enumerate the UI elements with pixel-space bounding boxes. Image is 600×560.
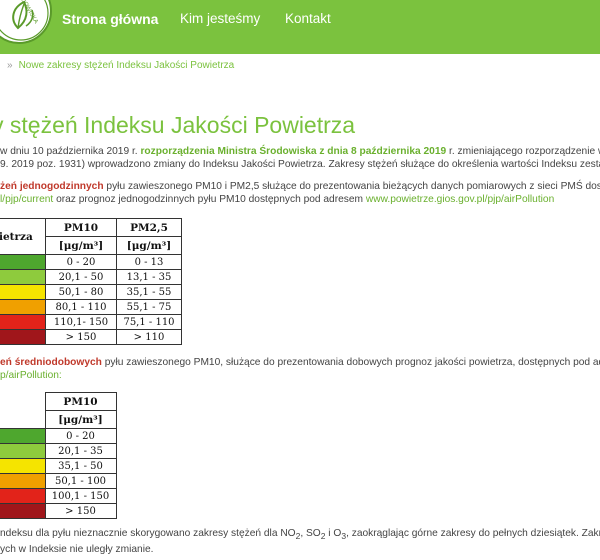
intro-text-rest: r. zmieniającego rozporządzenie w (449, 146, 600, 157)
hourly-text: pyłu zawieszonego PM10 i PM2,5 służące d… (106, 181, 600, 192)
table-row: 110,1- 150 75,1 - 110 (0, 314, 182, 330)
nav-about[interactable]: Kim jesteśmy (180, 11, 261, 26)
pm10-range-cell: 80,1 - 110 (45, 299, 117, 315)
table2-unit-row: [μg/m³] (0, 410, 117, 429)
pm10-range-cell: 20,1 - 35 (44, 443, 117, 459)
intro-text: w dniu 10 października 2019 r. (0, 146, 138, 157)
index-color-swatch (0, 329, 46, 345)
index-color-swatch (0, 254, 46, 270)
nav-home[interactable]: Strona główna (62, 11, 159, 27)
pm10-range-cell: 0 - 20 (44, 428, 117, 444)
index-color-swatch (0, 503, 46, 519)
table-row: 20,1 - 50 13,1 - 35 (0, 269, 182, 285)
index-color-swatch (0, 473, 46, 489)
pm25-header: PM2,5 (116, 218, 182, 237)
pm10-range-cell: 50,1 - 100 (44, 473, 117, 489)
pm10-range-cell: 35,1 - 50 (44, 458, 117, 474)
hourly-bold: żeń jednogodzinnych (0, 181, 104, 192)
pm10-range-cell: > 150 (45, 329, 117, 345)
site-logo[interactable]: ŚRODOWISKA (0, 0, 52, 44)
table-row: > 150 > 110 (0, 329, 182, 345)
index-color-swatch (0, 284, 46, 300)
leaf-logo-icon (0, 0, 49, 41)
page-title: y stężeń Indeksu Jakości Powietrza (0, 112, 356, 138)
table-row: 100,1 - 150 (0, 488, 117, 504)
index-color-swatch (0, 299, 46, 315)
footer-text: ndeksu dla pyłu nieznacznie skorygowano … (0, 528, 296, 539)
pm25-range-cell: 55,1 - 75 (116, 299, 182, 315)
table2-pm10-unit: [μg/m³] (44, 410, 117, 429)
nav-contact[interactable]: Kontakt (285, 11, 331, 26)
daily-bold: eń średniodobowych (0, 357, 102, 368)
pm25-range-cell: 75,1 - 110 (116, 314, 182, 330)
table-row: 0 - 20 0 - 13 (0, 254, 182, 270)
index-col-header: ietrza (0, 218, 46, 255)
daily-line-2: p/airPollution: (0, 369, 62, 382)
table2-empty-cell (0, 392, 46, 429)
index-color-swatch (0, 458, 46, 474)
hourly-index-table: ietrza PM10 PM2,5 [μg/m³] [μg/m³] 0 - 20… (0, 218, 182, 345)
air-pollution-link[interactable]: www.powietrze.gios.gov.pl/pjp/airPolluti… (365, 194, 555, 205)
breadcrumb-current[interactable]: Nowe zakresy stężeń Indeksu Jakości Powi… (18, 60, 235, 71)
table-row: 50,1 - 100 (0, 473, 117, 489)
no2-sub: 2 (295, 531, 301, 542)
intro-line-1: w dniu 10 października 2019 r. rozporząd… (0, 145, 600, 158)
daily-text: pyłu zawieszonego PM10, służące do preze… (104, 357, 600, 368)
daily-line-1: eń średniodobowych pyłu zawieszonego PM1… (0, 356, 600, 369)
footer-line-1: ndeksu dla pyłu nieznacznie skorygowano … (0, 527, 600, 543)
site-header: ŚRODOWISKA Strona główna Kim jesteśmy Ko… (0, 0, 600, 54)
pm25-range-cell: 35,1 - 55 (116, 284, 182, 300)
daily-air-pollution-link[interactable]: p/airPollution: (0, 370, 62, 381)
pm25-unit: [μg/m³] (116, 236, 182, 255)
daily-index-table: PM10 [μg/m³] 0 - 20 20,1 - 35 35,1 - 50 50,… (0, 392, 117, 519)
index-color-swatch (0, 314, 46, 330)
so2-sub: 2 (320, 531, 326, 542)
table-row: 0 - 20 (0, 428, 117, 444)
pm10-range-cell: 50,1 - 80 (45, 284, 117, 300)
pm10-range-cell: 20,1 - 50 (45, 269, 117, 285)
index-color-swatch (0, 443, 46, 459)
pm10-range-cell: 110,1- 150 (45, 314, 117, 330)
pm10-range-cell: 0 - 20 (45, 254, 117, 270)
hourly-mid-text: oraz prognoz jednogodzinnych pyłu PM10 d… (56, 194, 364, 205)
hourly-line-1: żeń jednogodzinnych pyłu zawieszonego PM… (0, 180, 600, 193)
pm10-unit: [μg/m³] (45, 236, 117, 255)
hourly-line-2: l/pjp/current oraz prognoz jednogodzinny… (0, 193, 554, 206)
intro-line-2: 9. 2019 poz. 1931) wprowadzono zmiany do… (0, 159, 600, 170)
table-header-row: ietrza PM10 PM2,5 (0, 218, 182, 255)
pm25-range-cell: 13,1 - 35 (116, 269, 182, 285)
footer-sep2: i O (325, 528, 342, 539)
table2-pm10-header: PM10 (44, 392, 117, 411)
table-row: 20,1 - 35 (0, 443, 117, 459)
pm10-range-cell: > 150 (44, 503, 117, 519)
pm25-range-cell: > 110 (116, 329, 182, 345)
index-color-swatch (0, 269, 46, 285)
table-row: 80,1 - 110 55,1 - 75 (0, 299, 182, 315)
breadcrumb-separator: » (7, 60, 13, 71)
table-unit-row: [μg/m³] [μg/m³] (0, 236, 182, 255)
index-color-swatch (0, 428, 46, 444)
table-row: 50,1 - 80 35,1 - 55 (0, 284, 182, 300)
pm10-header: PM10 (45, 218, 117, 237)
footer-sep1: , SO (300, 528, 321, 539)
table-row: > 150 (0, 503, 117, 519)
index-color-swatch (0, 488, 46, 504)
pm10-range-cell: 100,1 - 150 (44, 488, 117, 504)
pm25-range-cell: 0 - 13 (116, 254, 182, 270)
table2-header-row: PM10 (0, 392, 117, 429)
table-row: 35,1 - 50 (0, 458, 117, 474)
breadcrumb: » Nowe zakresy stężeń Indeksu Jakości Pow… (0, 60, 234, 71)
o3-sub: 3 (341, 531, 347, 542)
footer-text-rest: , zaokrąglając górne zakresy do pełnych … (346, 528, 600, 539)
current-data-link[interactable]: l/pjp/current (0, 194, 54, 205)
footer-line-2: ych w Indeksie nie uległy zmianie. (0, 544, 154, 555)
regulation-link[interactable]: rozporządzenia Ministra Środowiska z dni… (140, 146, 447, 157)
